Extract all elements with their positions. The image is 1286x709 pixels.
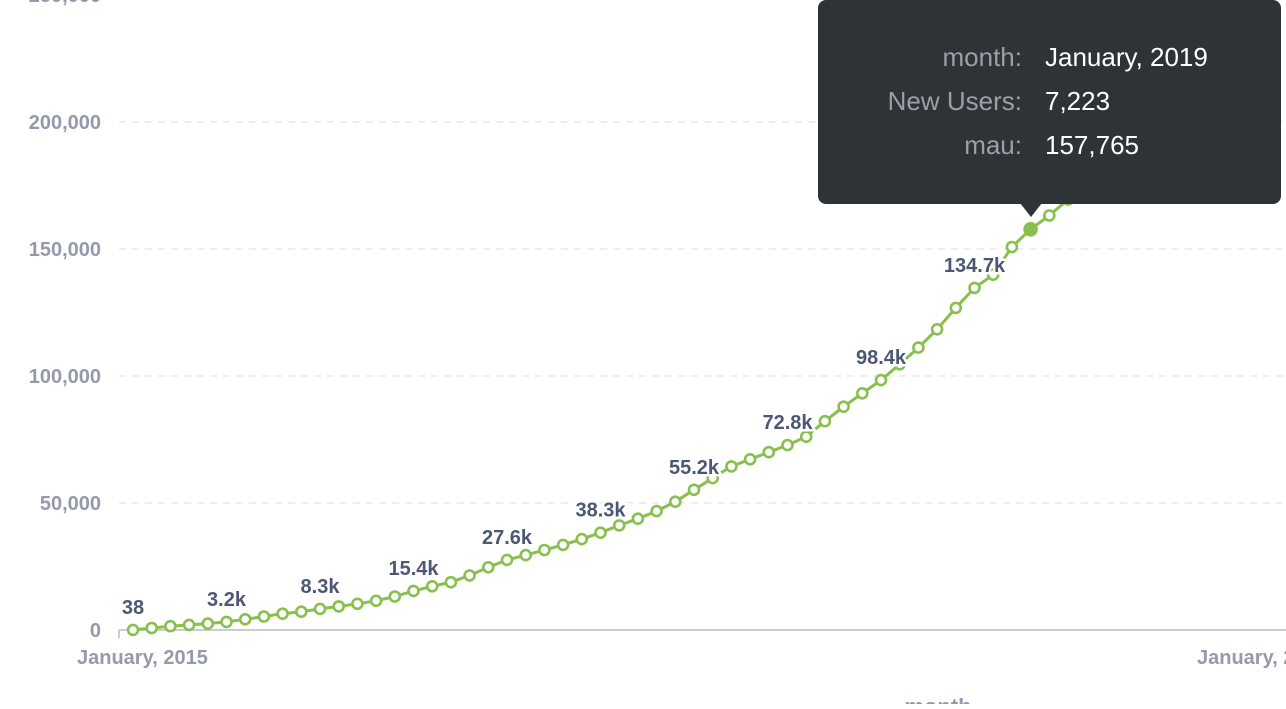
data-point[interactable] (968, 281, 981, 295)
data-label: 38 (122, 597, 144, 619)
tooltip-key: New Users: (887, 86, 1022, 116)
data-point[interactable] (126, 623, 140, 637)
data-point[interactable] (164, 619, 177, 633)
data-point[interactable] (594, 526, 607, 540)
y-tick-label: 200,000 (29, 112, 101, 134)
y-tick-label: 250,000 (29, 0, 101, 7)
data-label: 3.2k (207, 589, 247, 611)
data-point[interactable] (762, 445, 776, 459)
data-point[interactable] (257, 610, 271, 623)
data-point[interactable] (313, 602, 327, 616)
data-point[interactable] (1005, 240, 1019, 254)
tooltip: month: January, 2019 New Users: 7,223 ma… (818, 0, 1281, 217)
data-label: 8.3k (301, 576, 341, 598)
data-point[interactable] (463, 569, 476, 582)
y-tick-label: 50,000 (40, 493, 101, 515)
x-axis: January, 2015 January, 2020 month (77, 647, 1286, 709)
data-point[interactable] (538, 543, 551, 557)
data-point[interactable] (837, 400, 850, 414)
x-tick-start: January, 2015 (77, 647, 208, 669)
data-point[interactable] (986, 268, 1000, 282)
data-point[interactable] (949, 301, 963, 315)
data-point[interactable] (388, 590, 402, 603)
data-point[interactable] (238, 612, 252, 626)
data-point[interactable] (519, 548, 533, 562)
y-tick-label: 100,000 (29, 366, 101, 388)
y-axis: 0 50,000 100,000 150,000 200,000 250,000 (29, 0, 101, 642)
tooltip-value: January, 2019 (1045, 42, 1208, 72)
data-label: 27.6k (482, 527, 533, 549)
data-point[interactable] (855, 386, 869, 400)
data-point[interactable] (481, 560, 495, 574)
data-point[interactable] (912, 341, 925, 354)
data-point[interactable] (874, 373, 888, 387)
data-point[interactable] (425, 579, 439, 593)
data-point[interactable] (799, 430, 813, 444)
data-point[interactable] (706, 471, 720, 485)
data-point[interactable] (743, 452, 757, 466)
data-label: 134.7k (944, 255, 1006, 277)
tooltip-row-month: month: January, 2019 (818, 42, 1281, 72)
data-label: 38.3k (575, 500, 626, 522)
data-point[interactable] (369, 594, 383, 608)
data-point[interactable] (781, 438, 794, 452)
tooltip-key: mau: (964, 130, 1022, 160)
tooltip-row-mau: mau: 157,765 (818, 130, 1281, 160)
data-point[interactable] (612, 519, 626, 532)
tooltip-value: 7,223 (1045, 86, 1111, 116)
data-label: 72.8k (762, 412, 813, 434)
data-point[interactable] (407, 584, 420, 598)
data-point[interactable] (294, 605, 308, 619)
data-point[interactable] (500, 553, 514, 567)
data-point[interactable] (687, 483, 701, 497)
tooltip-row-new-users: New Users: 7,223 (818, 86, 1281, 116)
y-tick-label: 0 (90, 620, 101, 642)
data-point[interactable] (201, 617, 215, 630)
data-point[interactable] (575, 532, 589, 546)
data-point[interactable] (1043, 209, 1056, 222)
tooltip-caret (1019, 203, 1042, 217)
data-point[interactable] (332, 600, 346, 613)
grid-layer (118, 121, 1286, 638)
data-point[interactable] (668, 495, 682, 509)
data-point[interactable] (145, 621, 158, 635)
data-point[interactable] (220, 615, 233, 629)
data-point[interactable] (930, 322, 944, 336)
data-point[interactable] (276, 607, 289, 621)
data-point[interactable] (893, 357, 907, 371)
data-label-layer: 38 3.2k 8.3k 15.4k 27.6k 38.3k 55.2k 72.8k 98.4k… (119, 252, 1008, 621)
data-point[interactable] (725, 460, 738, 473)
x-axis-label: month (904, 694, 971, 704)
tooltip-key: month: (942, 42, 1023, 72)
data-point[interactable] (818, 414, 832, 428)
data-point[interactable] (631, 512, 645, 526)
data-point-active[interactable] (1023, 222, 1038, 237)
series-layer (126, 193, 1075, 637)
data-point[interactable] (444, 575, 458, 589)
data-label: 55.2k (669, 457, 720, 479)
data-point[interactable] (556, 538, 570, 552)
x-tick-end: January, 2020 (1197, 647, 1286, 669)
data-point[interactable] (351, 597, 364, 611)
data-point[interactable] (650, 504, 663, 518)
y-tick-label: 150,000 (29, 239, 101, 261)
series-line-mau (132, 198, 1069, 632)
data-label: 15.4k (388, 558, 439, 580)
data-point[interactable] (182, 618, 196, 632)
tooltip-value: 157,765 (1045, 130, 1139, 160)
data-label: 98.4k (856, 347, 907, 369)
